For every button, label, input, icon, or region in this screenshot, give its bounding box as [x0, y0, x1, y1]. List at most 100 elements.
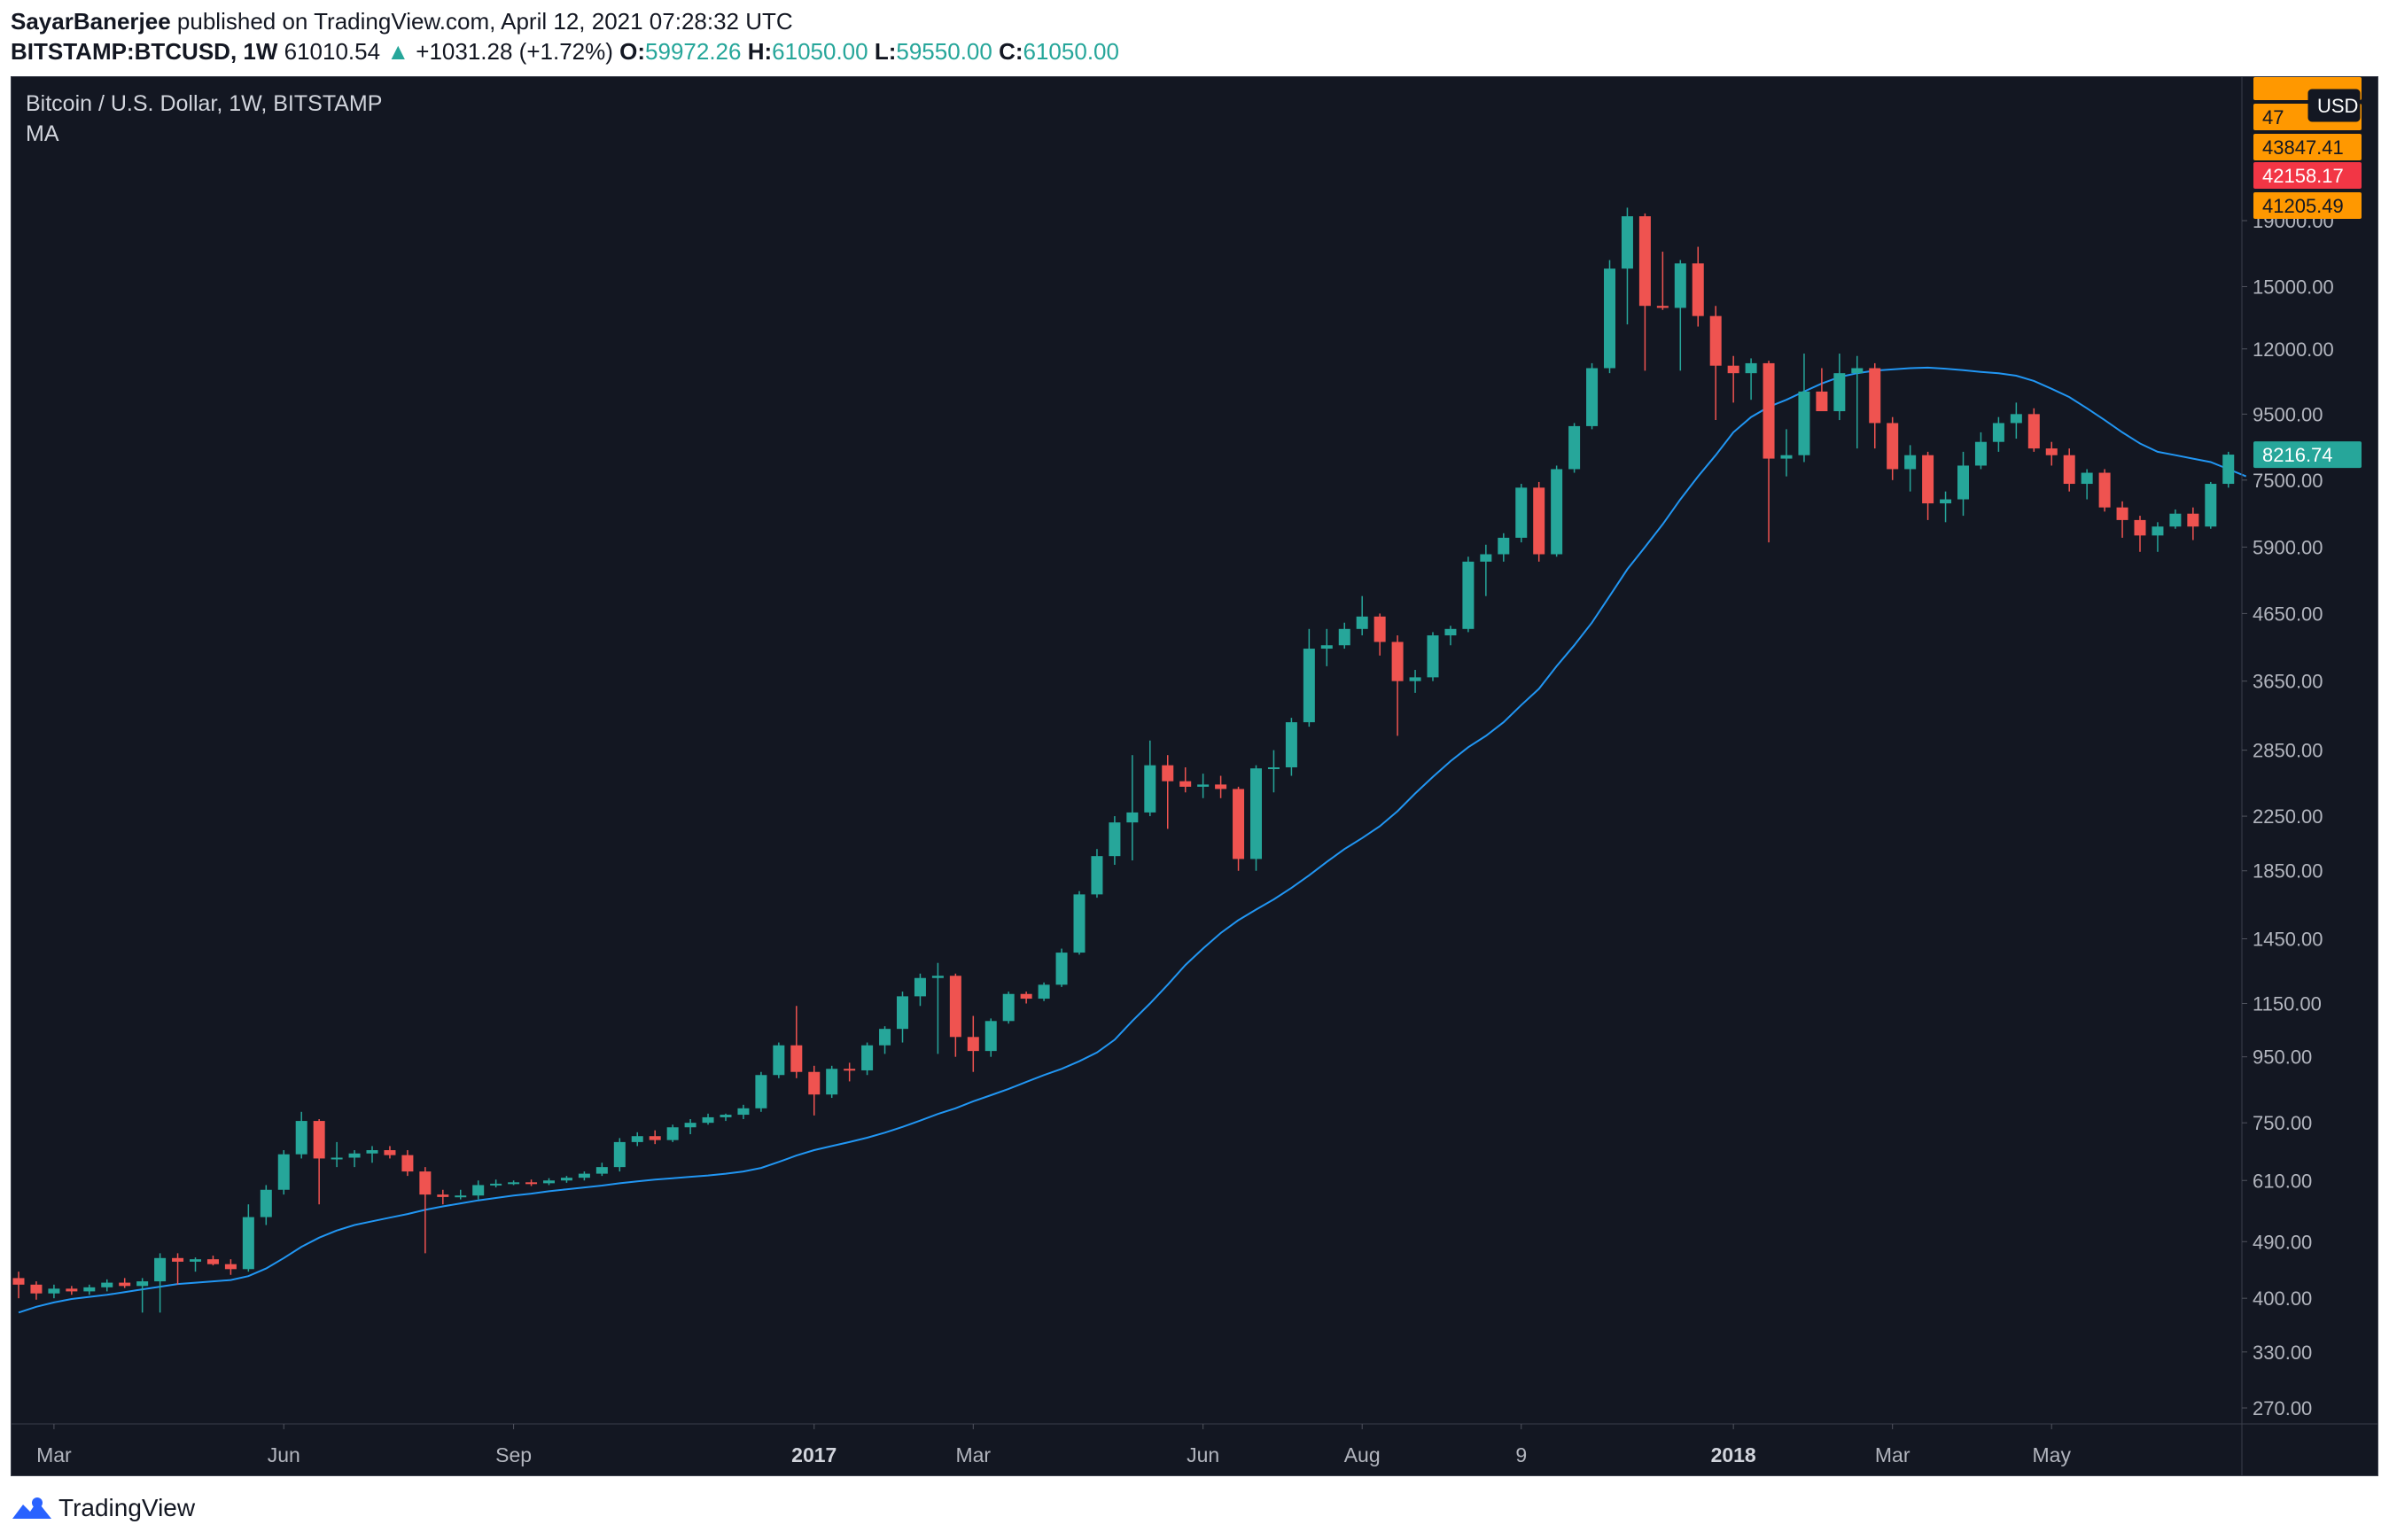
candle[interactable] — [401, 1150, 414, 1177]
candle[interactable] — [277, 1150, 290, 1195]
candle[interactable] — [879, 1026, 891, 1054]
candle[interactable] — [1109, 816, 1121, 866]
candle[interactable] — [295, 1111, 307, 1159]
candle[interactable] — [1604, 260, 1615, 374]
candle[interactable] — [1551, 465, 1563, 557]
candle[interactable] — [931, 962, 944, 1054]
candle[interactable] — [2222, 451, 2235, 488]
chart-legend-title[interactable]: Bitcoin / U.S. Dollar, 1W, BITSTAMP — [26, 91, 383, 116]
candle[interactable] — [1391, 635, 1404, 736]
candle[interactable] — [384, 1146, 396, 1159]
currency-selector[interactable]: USD — [2307, 89, 2361, 122]
candle[interactable] — [1745, 358, 1757, 401]
ma-indicator-label[interactable]: MA — [26, 121, 59, 146]
candle[interactable] — [844, 1062, 856, 1082]
candle[interactable] — [1940, 491, 1952, 523]
candle[interactable] — [684, 1118, 696, 1135]
candle[interactable] — [984, 1018, 997, 1057]
candle[interactable] — [1533, 481, 1545, 562]
candle[interactable] — [242, 1204, 254, 1272]
candle[interactable] — [419, 1167, 432, 1254]
candle[interactable] — [1904, 445, 1917, 492]
candle[interactable] — [1462, 556, 1475, 633]
candle[interactable] — [30, 1281, 43, 1300]
candle[interactable] — [2063, 448, 2075, 492]
candle[interactable] — [1515, 484, 1528, 543]
price-tag-orange[interactable]: 41205.49 — [2253, 192, 2362, 219]
candle[interactable] — [437, 1189, 449, 1205]
candle[interactable] — [790, 1006, 803, 1078]
candle[interactable] — [1568, 423, 1581, 473]
candle[interactable] — [2152, 522, 2164, 552]
candle[interactable] — [702, 1113, 714, 1125]
candle[interactable] — [1656, 252, 1669, 310]
candle[interactable] — [2010, 402, 2022, 439]
candle[interactable] — [808, 1065, 821, 1116]
candle[interactable] — [578, 1171, 590, 1181]
candle[interactable] — [914, 973, 926, 1007]
candle[interactable] — [1922, 451, 1934, 520]
candle[interactable] — [1763, 361, 1775, 543]
candle[interactable] — [1320, 628, 1333, 666]
candle[interactable] — [1498, 533, 1510, 562]
candle[interactable] — [1162, 755, 1174, 829]
candle[interactable] — [861, 1042, 874, 1076]
candle[interactable] — [455, 1189, 467, 1200]
candle[interactable] — [649, 1130, 661, 1145]
candle[interactable] — [1709, 306, 1722, 421]
candle[interactable] — [1409, 669, 1421, 693]
author-name[interactable]: SayarBanerjee — [11, 8, 171, 35]
candle[interactable] — [1215, 775, 1227, 798]
candle[interactable] — [1144, 740, 1156, 817]
candle[interactable] — [1833, 354, 1846, 421]
candle[interactable] — [366, 1146, 378, 1163]
candle[interactable] — [2081, 469, 2093, 500]
candle[interactable] — [1002, 992, 1015, 1024]
candle[interactable] — [1621, 207, 1633, 325]
candle[interactable] — [1692, 246, 1704, 327]
candle[interactable] — [260, 1185, 272, 1225]
candle[interactable] — [1197, 774, 1210, 798]
tradingview-logo-icon[interactable] — [11, 1494, 53, 1521]
candle[interactable] — [508, 1180, 520, 1186]
candlestick-chart[interactable]: 270.00 330.00 400.00 490.00 610.00 750.00 950.… — [12, 77, 2377, 1475]
candle[interactable] — [313, 1118, 325, 1205]
candle[interactable] — [172, 1253, 184, 1285]
candle[interactable] — [613, 1138, 626, 1172]
candle[interactable] — [737, 1104, 750, 1119]
candle[interactable] — [1073, 891, 1086, 955]
candle[interactable] — [1974, 432, 1987, 470]
candle[interactable] — [206, 1256, 219, 1266]
candle[interactable] — [101, 1279, 113, 1292]
candle[interactable] — [1179, 766, 1192, 793]
candle[interactable] — [666, 1124, 679, 1142]
candle[interactable] — [1444, 626, 1457, 646]
candle[interactable] — [1674, 260, 1686, 371]
candle[interactable] — [897, 992, 908, 1043]
candle[interactable] — [1586, 362, 1599, 430]
candle[interactable] — [720, 1113, 732, 1122]
price-tag-teal[interactable]: 8216.74 — [2253, 441, 2362, 469]
candle[interactable] — [1780, 429, 1793, 477]
candle[interactable] — [1798, 354, 1810, 463]
candle[interactable] — [595, 1163, 608, 1177]
candle[interactable] — [1020, 992, 1032, 1004]
candle[interactable] — [631, 1132, 643, 1147]
candle[interactable] — [543, 1178, 555, 1186]
candle[interactable] — [525, 1179, 538, 1186]
candle[interactable] — [1427, 632, 1439, 681]
candle[interactable] — [1887, 416, 1899, 480]
candle[interactable] — [224, 1259, 237, 1275]
candle[interactable] — [773, 1042, 785, 1078]
candle[interactable] — [48, 1284, 60, 1299]
candle[interactable] — [2045, 441, 2058, 466]
candle[interactable] — [66, 1286, 78, 1295]
candle[interactable] — [1233, 786, 1245, 871]
candle[interactable] — [331, 1141, 343, 1168]
candle[interactable] — [348, 1150, 361, 1168]
candle[interactable] — [1038, 982, 1050, 1001]
candle[interactable] — [2205, 481, 2217, 529]
candle[interactable] — [83, 1284, 96, 1295]
candle[interactable] — [1373, 613, 1386, 656]
candle[interactable] — [826, 1065, 838, 1099]
